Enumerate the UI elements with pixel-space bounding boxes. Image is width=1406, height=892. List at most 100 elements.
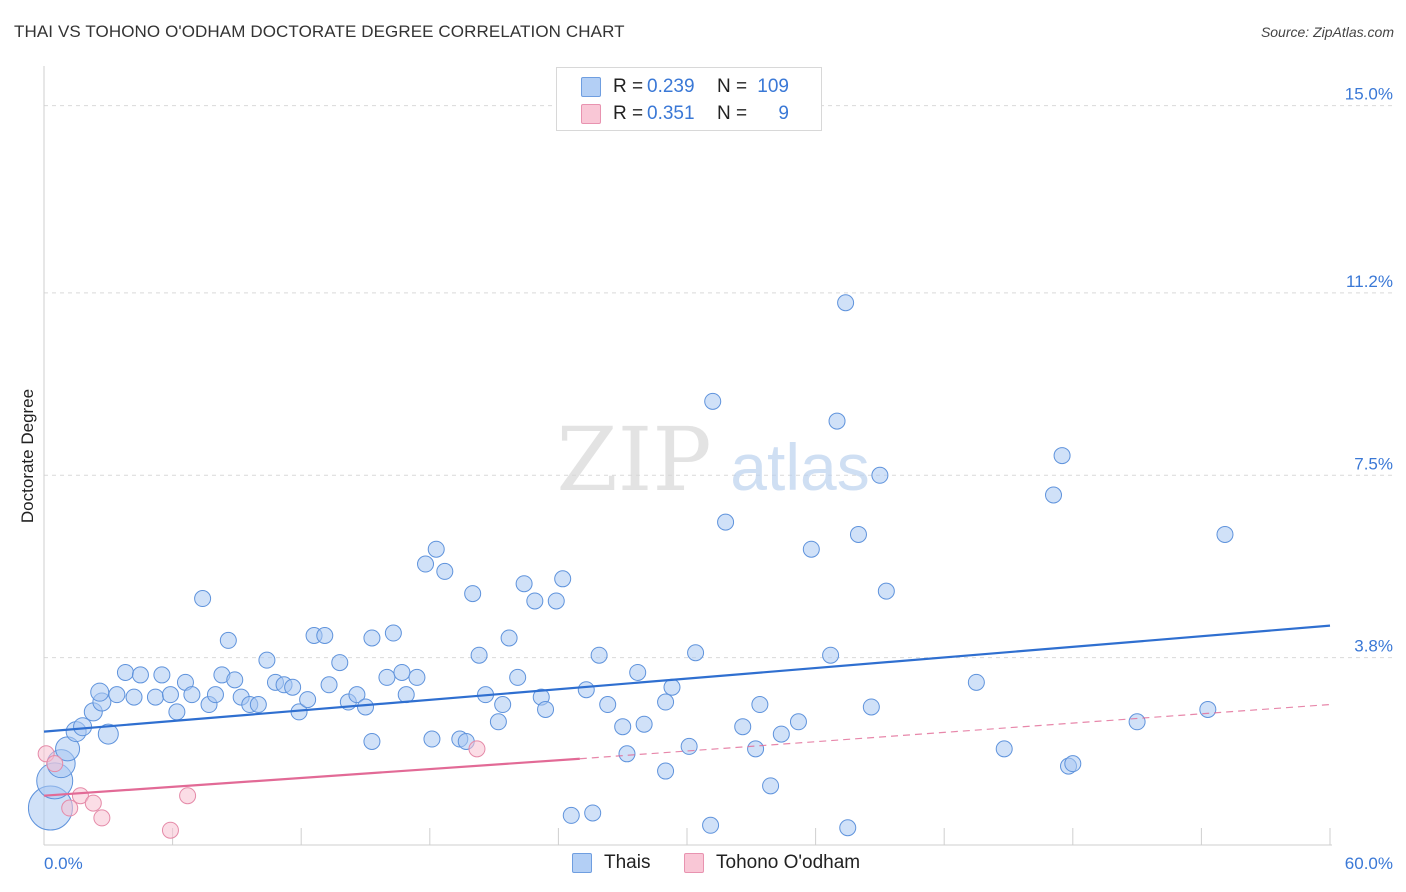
legend-swatch-tohono [581,104,601,124]
thais-point [614,718,632,736]
thais-point [436,562,454,580]
thais-point [417,555,435,573]
thais-point [704,392,722,410]
legend-label-thais: Thais [604,852,651,873]
tohono-point [84,794,102,812]
thais-point [1199,700,1217,718]
thais-point [590,646,608,664]
source-note: Source: ZipAtlas.com [1261,24,1394,40]
thais-point [470,646,488,664]
thais-point [226,671,244,689]
legend-swatch-thais [581,77,601,97]
tohono-point [46,755,64,773]
thais-point [871,466,889,484]
thais-point [73,717,93,737]
legend-n-label: N = [717,103,748,124]
thais-point [153,666,171,684]
thais-point [464,585,482,603]
y-tick-label: 15.0% [1345,85,1393,104]
thais-point [108,686,126,704]
thais-point [331,654,349,672]
tohono-point [179,787,197,805]
thais-point [116,663,134,681]
thais-point [378,668,396,686]
legend-r-value: 0.351 [647,103,695,124]
watermark-atlas: atlas [730,430,869,504]
legend-swatch-tohono [684,853,704,873]
thais-point [363,629,381,647]
y-tick-label: 7.5% [1354,454,1393,473]
thais-point [1053,447,1071,465]
thais-point [618,745,636,763]
y-axis-label: Doctorate Degree [18,389,37,523]
thais-point [219,631,237,649]
thais-point [131,666,149,684]
thais-point [1064,755,1082,773]
thais-point [717,513,735,531]
thais-point [789,713,807,731]
thais-point [357,698,374,716]
legend-r-label: R = [613,103,644,124]
thais-point [90,682,110,702]
thais-point [125,688,143,706]
tohono-point [61,799,79,817]
legend-n-label: N = [717,76,748,97]
tohono-trend-line [43,757,580,797]
thais-point [822,646,840,664]
legend-swatch-thais [572,853,592,873]
thais-point [657,693,675,711]
thais-point [772,725,790,743]
thais-point [489,713,507,731]
thais-point [320,676,338,694]
tohono-point [161,821,179,839]
thais-point [995,740,1013,758]
thais-point [183,686,201,704]
thais-point [316,626,334,644]
legend-label-tohono: Tohono O'odham [716,852,861,873]
x-tick-label: 60.0% [1345,854,1393,873]
thais-point [839,819,857,837]
thais-point [734,718,752,736]
legend-r-value: 0.239 [647,76,695,97]
source-prefix: Source: [1260,24,1314,40]
watermark: ZIP atlas [556,408,869,511]
tohono-point [468,740,486,758]
thais-point [635,715,653,733]
data-points [27,294,1234,839]
thais-point [862,698,880,716]
thais-point [423,730,441,748]
legend-item-thais: Thais [572,852,650,874]
legend-row-tohono: R = 0.351 N = 9 [581,102,789,126]
thais-point [751,696,769,714]
thais-point [837,294,855,312]
thais-point [161,686,179,704]
thais-point [577,681,595,699]
thais-point [363,732,381,750]
thais-point [348,686,366,704]
legend-box: R = 0.239 N = 109 R = 0.351 N = 9 [556,67,822,131]
tohono-trend-line-extrapolated [579,703,1331,760]
thais-point [427,540,445,558]
thais-point [526,592,544,610]
thais-point [500,629,518,647]
source-site: ZipAtlas.com [1313,24,1394,40]
thais-point [258,651,276,669]
tohono-point [71,787,89,805]
thais-point [554,570,572,588]
thais-point [849,525,867,543]
thais-point [680,737,698,755]
thais-point [967,673,985,691]
thais-point [762,777,780,795]
thais-point [802,540,820,558]
thais-point [384,624,402,642]
thais-point [547,592,565,610]
thais-point [515,575,533,593]
thais-point [509,668,527,686]
thais-point [747,740,765,758]
thais-point [249,696,267,714]
legend-r-label: R = [613,76,644,97]
thais-point [146,688,164,706]
thais-point [562,806,580,824]
y-tick-label: 3.8% [1354,637,1393,656]
